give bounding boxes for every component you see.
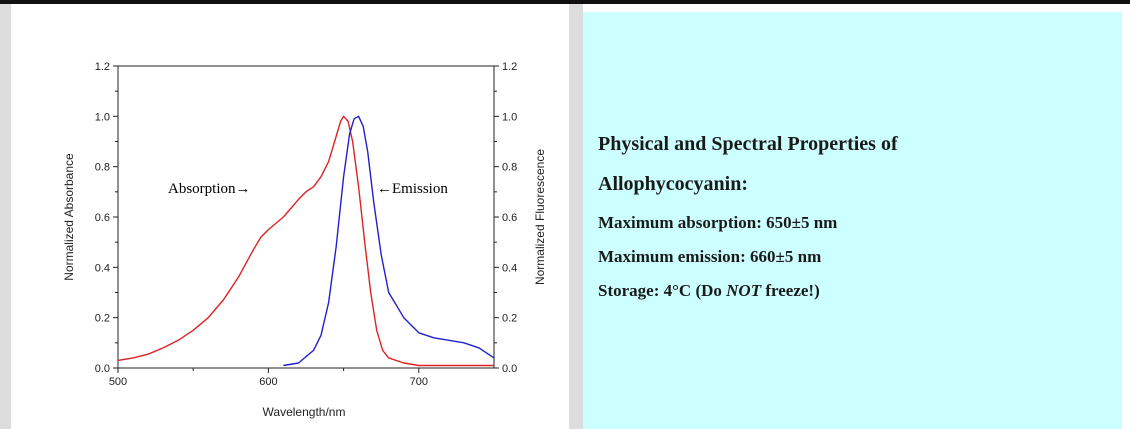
emission-line [283, 115, 495, 367]
storage-emphasis: NOT [726, 281, 762, 300]
y-tick-label-right: 0.8 [502, 162, 517, 174]
y-tick-label-left: 1.2 [95, 61, 110, 73]
y-tick-label-left: 0.2 [95, 313, 110, 325]
y-tick-label-right: 1.2 [502, 61, 517, 73]
plot-border [117, 65, 495, 369]
y-tick-label-right: 1.0 [502, 111, 517, 123]
left-border [0, 4, 11, 429]
top-border [0, 0, 1130, 4]
chart-cell: 0.0 0.0 0.2 0.2 0.4 0.4 0.6 0.6 0.8 0.8 1.0 1.0 1.2 1… [0, 4, 583, 429]
emission-annotation: ←Emission [377, 181, 448, 197]
x-tick-label: 600 [259, 376, 277, 388]
storage-prefix: Storage: 4°C (Do [598, 281, 727, 300]
y-tick-label-right: 0.2 [502, 313, 517, 325]
max-absorption: Maximum absorption: 650±5 nm [598, 213, 838, 232]
properties-heading-line1: Physical and Spectral Properties of [598, 133, 898, 155]
x-axis-title: Wavelength/nm [263, 405, 346, 419]
properties-block: Physical and Spectral Properties of Allo… [598, 124, 1108, 306]
properties-heading-line2: Allophycocyanin: [598, 173, 749, 195]
y-tick-label-left: 0.8 [95, 162, 110, 174]
absorption-line [117, 115, 494, 367]
storage-note: Storage: 4°C (Do NOT freeze!) [598, 276, 1108, 306]
y-axis-title-right: Normalized Fluorescence [533, 149, 547, 285]
plot-frame [117, 65, 495, 369]
spectrum-chart: 0.0 0.0 0.2 0.2 0.4 0.4 0.6 0.6 0.8 0.8 1.0 1.0 1.2 1… [62, 61, 547, 419]
x-tick-label: 500 [109, 376, 127, 388]
axis-ticks: 0.0 0.0 0.2 0.2 0.4 0.4 0.6 0.6 0.8 0.8 1.0 1.0 1.2 1… [95, 61, 518, 388]
max-emission: Maximum emission: 660±5 nm [598, 247, 822, 266]
y-tick-label-left: 0.0 [95, 363, 110, 375]
y-tick-label-right: 0.0 [502, 363, 517, 375]
absorption-annotation: Absorption→ [168, 181, 251, 197]
y-axis-title-left: Normalized Absorbance [62, 153, 76, 281]
cell-divider [569, 4, 583, 429]
y-tick-label-left: 1.0 [95, 111, 110, 123]
y-tick-label-left: 0.6 [95, 212, 110, 224]
y-tick-label-right: 0.4 [502, 262, 517, 274]
series-lines [117, 115, 495, 367]
y-tick-label-right: 0.6 [502, 212, 517, 224]
x-tick-label: 700 [410, 376, 428, 388]
storage-suffix: freeze!) [761, 281, 820, 300]
y-tick-label-left: 0.4 [95, 262, 110, 274]
right-margin [1122, 4, 1130, 429]
properties-cell: Physical and Spectral Properties of Allo… [583, 12, 1122, 429]
